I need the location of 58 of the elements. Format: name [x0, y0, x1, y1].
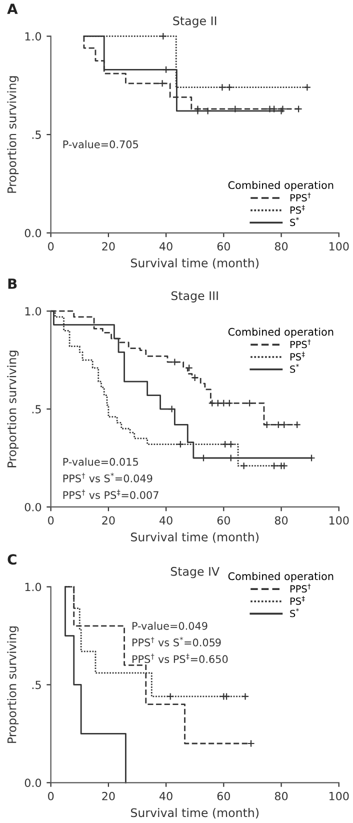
chart-title: Stage II [173, 16, 216, 28]
x-tick-label: 20 [102, 792, 115, 800]
chart-title: Stage IV [170, 566, 220, 578]
legend-label: PS$^{‡}$ [290, 352, 305, 360]
x-tick-label: 60 [217, 242, 230, 251]
x-tick-label: 0 [48, 242, 54, 251]
x-tick-label: 0 [48, 792, 54, 800]
text: B [8, 278, 17, 289]
x-tick-label: 20 [102, 516, 115, 525]
x-tick-label: 20 [102, 242, 115, 251]
x-tick-label: 40 [160, 516, 172, 525]
y-tick-label: 0.0 [24, 778, 42, 788]
legend-label: PPS$^{†}$ [290, 339, 311, 348]
legend-label: PS$^{‡}$ [290, 596, 305, 605]
x-tick-label: 100 [329, 792, 349, 800]
legend-label: S$^{*}$ [290, 608, 299, 618]
y-tick-label: 1.0 [25, 32, 42, 41]
x-tick-label: 100 [329, 242, 349, 251]
y-tick-label: .5 [32, 680, 41, 690]
legend-label: PS$^{‡}$ [290, 204, 305, 214]
legend-title: Combined operation [228, 572, 334, 582]
y-tick-label: 0.0 [24, 502, 42, 512]
chart-title: Stage III [171, 291, 218, 302]
y-axis-title: Proportion surviving [7, 626, 19, 743]
y-axis-title: Proportion surviving [7, 350, 19, 468]
x-tick-label: 40 [160, 792, 172, 800]
annotation: P-value=0.705 [63, 140, 138, 148]
x-tick-label: 40 [160, 242, 172, 251]
legend-title: Combined operation [228, 328, 334, 338]
text: C [8, 554, 16, 565]
legend-label: S$^{*}$ [290, 217, 299, 226]
x-tick-label: 0 [48, 516, 54, 525]
x-tick-label: 60 [217, 792, 230, 800]
annotation: PPS$^{†}$ vs PS$^{‡}$=0.650 [132, 654, 228, 664]
y-tick-label: 1.0 [25, 582, 42, 592]
x-axis-title: Survival time (month) [130, 258, 258, 269]
y-tick-label: 0.0 [24, 228, 42, 238]
x-tick-label: 80 [274, 242, 288, 251]
y-tick-label: .5 [32, 405, 41, 414]
legend-label: S$^{*}$ [290, 364, 299, 373]
y-axis-title: Proportion surviving [7, 76, 19, 193]
annotation: PPS$^{†}$ vs S$^{*}$=0.049 [63, 472, 152, 482]
annotation: PPS$^{†}$ vs S$^{*}$=0.059 [132, 636, 221, 646]
x-tick-label: 80 [274, 516, 288, 525]
x-axis-title: Survival time (month) [130, 808, 258, 819]
legend-label: PPS$^{†}$ [290, 192, 311, 202]
x-axis-title: Survival time (month) [130, 532, 258, 543]
legend-label: PPS$^{†}$ [290, 584, 311, 593]
x-tick-label: 80 [274, 792, 288, 800]
y-tick-label: 1.0 [25, 307, 42, 316]
x-tick-label: 60 [217, 516, 230, 525]
x-tick-label: 100 [329, 516, 349, 525]
text: A [7, 4, 18, 14]
annotation: PPS$^{†}$ vs PS$^{‡}$=0.007 [63, 490, 158, 499]
y-tick-label: .5 [32, 130, 41, 139]
legend-title: Combined operation [228, 180, 334, 192]
annotation: P-value=0.015 [63, 458, 138, 466]
annotation: P-value=0.049 [132, 622, 208, 630]
